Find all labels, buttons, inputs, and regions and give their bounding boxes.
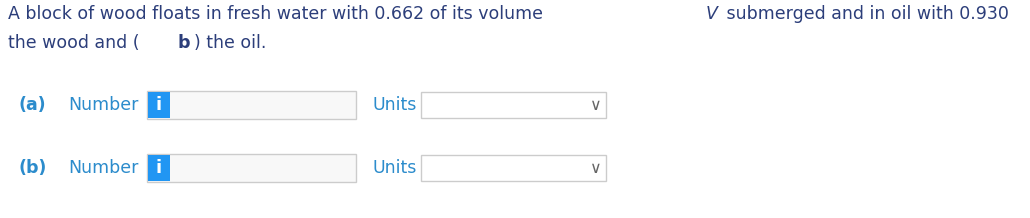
- Text: i: i: [156, 159, 162, 177]
- Text: i: i: [156, 96, 162, 114]
- FancyBboxPatch shape: [421, 155, 606, 181]
- Text: Number: Number: [68, 96, 138, 114]
- Text: (a): (a): [18, 96, 45, 114]
- FancyBboxPatch shape: [147, 154, 356, 182]
- Text: (b): (b): [18, 159, 46, 177]
- Text: b: b: [178, 34, 191, 52]
- FancyBboxPatch shape: [148, 155, 170, 181]
- Text: Units: Units: [373, 159, 417, 177]
- Text: Units: Units: [373, 96, 417, 114]
- FancyBboxPatch shape: [421, 92, 606, 118]
- Text: ∨: ∨: [590, 97, 602, 112]
- Text: ) the oil.: ) the oil.: [194, 34, 266, 52]
- FancyBboxPatch shape: [148, 92, 170, 118]
- FancyBboxPatch shape: [147, 91, 356, 119]
- Text: ∨: ∨: [590, 160, 602, 175]
- Text: submerged and in oil with 0.930: submerged and in oil with 0.930: [721, 5, 1015, 23]
- Text: A block of wood floats in fresh water with 0.662 of its volume: A block of wood floats in fresh water wi…: [8, 5, 549, 23]
- Text: V: V: [706, 5, 717, 23]
- Text: the wood and (: the wood and (: [8, 34, 139, 52]
- Text: Number: Number: [68, 159, 138, 177]
